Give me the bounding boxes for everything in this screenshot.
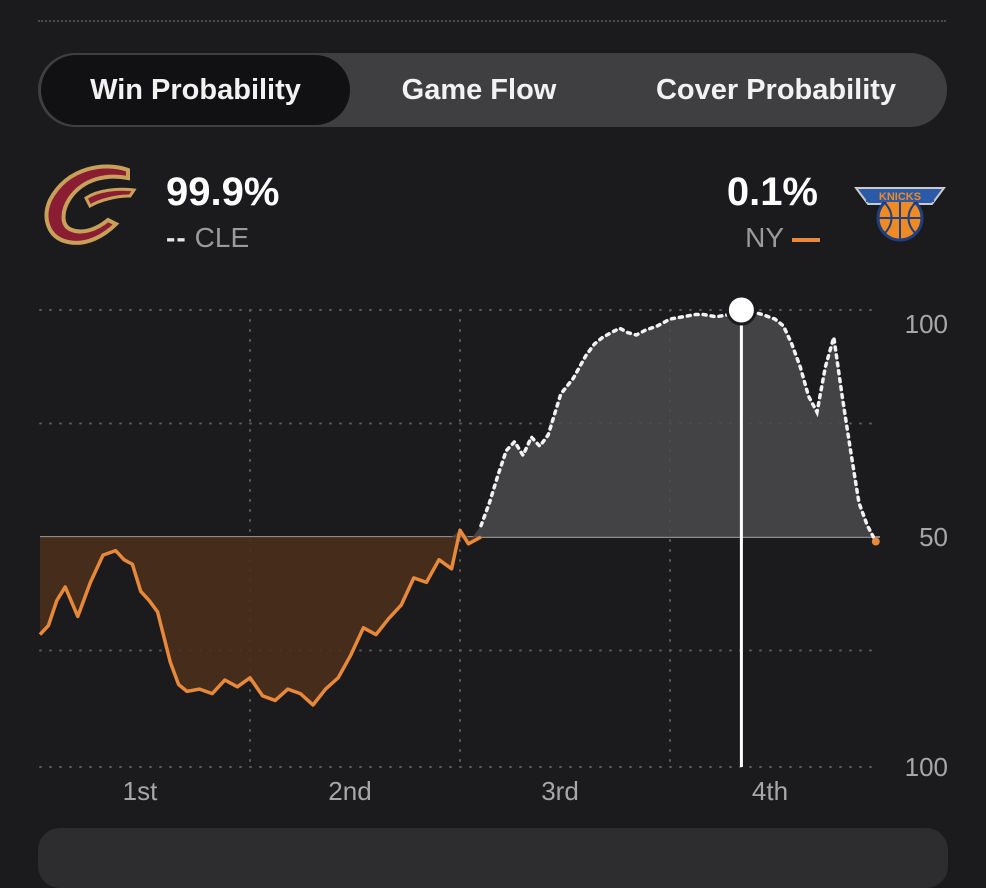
- cle-legend: -- CLE: [166, 222, 249, 254]
- chart-scrubber[interactable]: [725, 294, 757, 767]
- tab-cover-probability[interactable]: Cover Probability: [655, 74, 897, 106]
- end-point: [871, 537, 880, 546]
- ny-win-percentage: 0.1%: [726, 170, 818, 214]
- x-tick-label: 2nd: [328, 776, 371, 806]
- ny-series-line: [38, 528, 482, 707]
- top-divider: [38, 20, 946, 22]
- cle-abbr: CLE: [194, 222, 250, 253]
- tab-game-flow[interactable]: Game Flow: [401, 74, 557, 106]
- x-tick-label: 1st: [123, 776, 158, 806]
- scrubber-handle: [725, 294, 757, 326]
- cle-area-fill: [40, 312, 876, 537]
- win-probability-chart: 100 50 100 1st 2nd 3rd 4th: [38, 294, 948, 806]
- bottom-card: [38, 828, 948, 888]
- cle-series-line: [479, 310, 878, 544]
- knicks-logo-icon: KNICKS: [854, 187, 946, 242]
- ny-area-fill: [40, 537, 481, 705]
- cle-win-percentage: 99.9%: [166, 170, 280, 214]
- ny-solid-line-icon: [792, 237, 820, 242]
- tab-win-probability[interactable]: Win Probability: [41, 55, 350, 125]
- x-tick-label: 4th: [752, 776, 788, 806]
- x-tick-label: 3rd: [541, 776, 579, 806]
- y-tick-label: 100: [905, 309, 948, 339]
- y-tick-label: 100: [905, 752, 948, 782]
- ny-abbr: NY: [745, 222, 784, 253]
- chart-tab-bar: Win Probability Game Flow Cover Probabil…: [38, 53, 947, 127]
- cavaliers-c-logo-icon: [44, 164, 137, 245]
- svg-text:KNICKS: KNICKS: [879, 191, 921, 203]
- cle-dashed-line-icon: --: [166, 222, 187, 253]
- ny-legend: NY: [745, 222, 820, 254]
- y-tick-label: 50: [919, 522, 948, 552]
